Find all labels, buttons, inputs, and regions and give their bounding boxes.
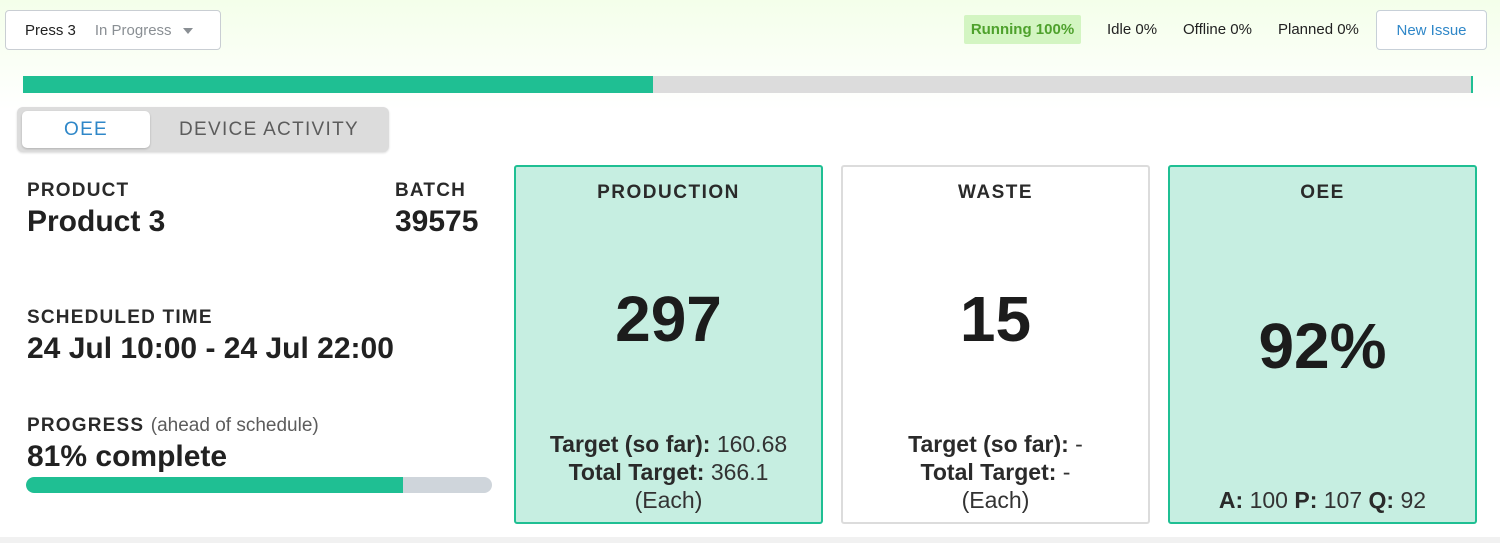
production-value: 297 (615, 283, 722, 355)
status-offline: Offline 0% (1183, 21, 1252, 38)
waste-target-row: Target (so far): - (843, 430, 1148, 458)
oee-apq-row: A: 100 P: 107 Q: 92 (1170, 486, 1475, 514)
status-idle: Idle 0% (1107, 21, 1158, 38)
oee-q-label: Q: (1368, 487, 1395, 513)
production-total-label: Total Target: (568, 459, 705, 485)
waste-card: WASTE 15 Target (so far): - Total Target… (841, 165, 1150, 524)
tab-oee[interactable]: OEE (22, 111, 150, 148)
machine-select[interactable]: Press 3 In Progress (5, 10, 221, 50)
view-tabs: OEE DEVICE ACTIVITY (17, 107, 389, 152)
product-label: PRODUCT (27, 180, 130, 201)
oee-p-label: P: (1294, 487, 1318, 513)
oee-a-label: A: (1218, 487, 1244, 513)
new-issue-button[interactable]: New Issue (1376, 10, 1487, 50)
progress-value: 81% complete (27, 440, 228, 473)
oee-p-value: 107 (1323, 487, 1363, 513)
progress-note: (ahead of schedule) (150, 415, 319, 436)
production-target-label: Target (so far): (549, 431, 711, 457)
oee-title: OEE (1300, 182, 1345, 203)
progress-bar (26, 477, 492, 493)
scheduled-time-label: SCHEDULED TIME (27, 307, 213, 328)
production-total-value: 366.1 (710, 459, 769, 485)
status-running: Running 100% (964, 15, 1081, 44)
production-title: PRODUCTION (597, 182, 740, 203)
machine-state: In Progress (94, 21, 172, 39)
status-planned: Planned 0% (1278, 21, 1359, 38)
batch-value: 39575 (395, 205, 479, 238)
batch-label: BATCH (395, 180, 467, 201)
waste-title: WASTE (957, 182, 1034, 203)
waste-target-label: Target (so far): (908, 431, 1069, 457)
machine-name: Press 3 (25, 21, 76, 39)
production-target-value: 160.68 (716, 431, 788, 457)
waste-target-value: - (1075, 431, 1083, 457)
oee-a-value: 100 (1249, 487, 1288, 513)
progress-label-row: PROGRESS (ahead of schedule) (27, 415, 319, 437)
production-unit: (Each) (634, 487, 703, 513)
oee-card: OEE 92% A: 100 P: 107 Q: 92 (1168, 165, 1477, 524)
scheduled-time-value: 24 Jul 10:00 - 24 Jul 22:00 (27, 332, 394, 365)
production-total-row: Total Target: 366.1 (516, 458, 821, 486)
waste-unit: (Each) (961, 487, 1030, 513)
bottom-divider (0, 537, 1500, 543)
progress-label: PROGRESS (27, 415, 145, 436)
timeline-bar (23, 76, 1473, 93)
tab-device-activity[interactable]: DEVICE ACTIVITY (179, 118, 359, 140)
production-target-row: Target (so far): 160.68 (516, 430, 821, 458)
progress-bar-fill (26, 477, 404, 493)
waste-total-row: Total Target: - (843, 458, 1148, 486)
oee-value: 92% (1258, 310, 1387, 382)
production-card: PRODUCTION 297 Target (so far): 160.68 T… (514, 165, 823, 524)
waste-value: 15 (959, 283, 1032, 355)
caret-down-icon (182, 28, 193, 34)
timeline-bar-fill (23, 76, 653, 93)
oee-q-value: 92 (1400, 487, 1427, 513)
waste-total-value: - (1062, 459, 1071, 485)
waste-total-label: Total Target: (920, 459, 1057, 485)
product-value: Product 3 (27, 205, 166, 238)
